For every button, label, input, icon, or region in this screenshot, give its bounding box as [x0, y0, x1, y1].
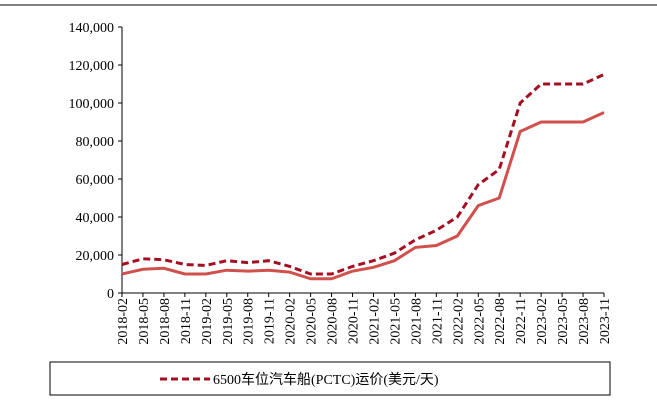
- x-tick-label: 2021-08: [409, 298, 424, 345]
- x-tick-label: 2019-08: [242, 298, 257, 345]
- x-tick-label: 2020-08: [326, 298, 341, 345]
- x-tick-label: 2022-08: [493, 298, 508, 345]
- y-tick-label: 140,000: [69, 21, 115, 36]
- x-tick-label: 2018-11: [179, 298, 194, 344]
- x-tick-label: 2022-02: [451, 298, 466, 345]
- y-tick-label: 40,000: [76, 211, 115, 226]
- y-tick-label: 20,000: [76, 249, 115, 264]
- x-tick-label: 2018-05: [137, 298, 152, 345]
- x-tick-label: 2022-11: [514, 298, 529, 344]
- x-tick-label: 2018-02: [116, 298, 131, 345]
- series-line: [121, 73, 605, 276]
- y-tick-label: 100,000: [69, 97, 115, 112]
- x-tick-label: 2019-05: [221, 298, 236, 345]
- x-tick-label: 2021-02: [367, 298, 382, 345]
- legend-box: [49, 361, 611, 396]
- x-tick-label: 2023-11: [598, 298, 613, 344]
- y-tick-label: 0: [107, 287, 114, 302]
- x-tick-label: 2023-02: [535, 298, 550, 345]
- x-tick-label: 2020-11: [347, 298, 362, 344]
- x-tick-label: 2020-02: [284, 298, 299, 345]
- x-tick-label: 2019-02: [200, 298, 215, 345]
- y-tick-label: 60,000: [76, 173, 115, 188]
- x-tick-label: 2023-05: [556, 298, 571, 345]
- x-tick-label: 2018-08: [158, 298, 173, 345]
- x-tick-label: 2021-05: [388, 298, 403, 345]
- x-tick-label: 2021-11: [430, 298, 445, 344]
- y-tick-label: 120,000: [69, 59, 115, 74]
- x-tick-label: 2019-11: [263, 298, 278, 344]
- x-tick-label: 2020-05: [305, 298, 320, 345]
- series-line: [121, 111, 605, 281]
- legend-label: 6500车位汽车船(PCTC)运价(美元/天): [213, 371, 439, 388]
- y-tick-label: 80,000: [76, 135, 115, 150]
- x-tick-label: 2023-08: [577, 298, 592, 345]
- x-tick-label: 2022-05: [472, 298, 487, 345]
